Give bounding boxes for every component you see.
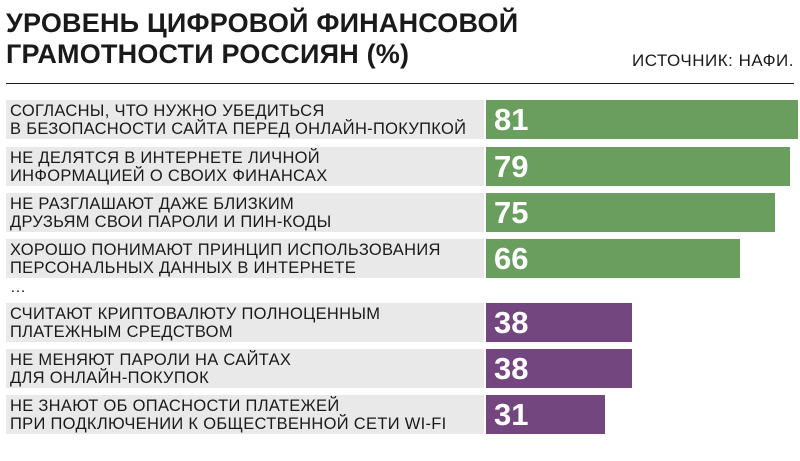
bar-row: ХОРОШО ПОНИМАЮТ ПРИНЦИП ИСПОЛЬЗОВАНИЯ ПЕР… (6, 239, 800, 278)
bar-row: НЕ ДЕЛЯТСЯ В ИНТЕРНЕТЕ ЛИЧНОЙ ИНФОРМАЦИЕЙ… (6, 147, 800, 186)
bar-row: СЧИТАЮТ КРИПТОВАЛЮТУ ПОЛНОЦЕННЫМ ПЛАТЕЖНЫ… (6, 303, 800, 342)
bar-category-label-line: НЕ РАЗГЛАШАЮТ ДАЖЕ БЛИЗКИМ (10, 195, 295, 213)
bar-value-label: 81 (494, 101, 529, 137)
omitted-rows-ellipsis: … (10, 279, 26, 296)
bar-category-label: НЕ ЗНАЮТ ОБ ОПАСНОСТИ ПЛАТЕЖЕЙ ПРИ ПОДКЛЮ… (6, 395, 484, 434)
bar-category-label-line: В БЕЗОПАСНОСТИ САЙТА ПЕРЕД ОНЛАЙН-ПОКУПК… (10, 120, 467, 138)
bar: 75 (486, 193, 775, 232)
bar-category-label-line: ПРИ ПОДКЛЮЧЕНИИ К ОБЩЕСТВЕННОЙ СЕТИ WI-F… (10, 415, 447, 433)
bar: 38 (486, 303, 632, 342)
bar-category-label-line: ДЛЯ ОНЛАЙН-ПОКУПОК (10, 369, 210, 387)
bar-value-label: 75 (494, 194, 529, 230)
bar-category-label: НЕ МЕНЯЮТ ПАРОЛИ НА САЙТАХ ДЛЯ ОНЛАЙН-ПОК… (6, 349, 484, 388)
header-divider (6, 83, 794, 84)
bar-category-label-line: СОГЛАСНЫ, ЧТО НУЖНО УБЕДИТЬСЯ (10, 102, 325, 120)
bar-value-label: 38 (494, 350, 529, 386)
bar: 38 (486, 349, 632, 388)
bar-row: НЕ МЕНЯЮТ ПАРОЛИ НА САЙТАХ ДЛЯ ОНЛАЙН-ПОК… (6, 349, 800, 388)
bar: 31 (486, 395, 605, 434)
bar: 66 (486, 239, 740, 278)
chart-title: УРОВЕНЬ ЦИФРОВОЙ ФИНАНСОВОЙ ГРАМОТНОСТИ … (6, 8, 566, 70)
bar-category-label-line: НЕ ЗНАЮТ ОБ ОПАСНОСТИ ПЛАТЕЖЕЙ (10, 397, 340, 415)
bar-category-label-line: СЧИТАЮТ КРИПТОВАЛЮТУ ПОЛНОЦЕННЫМ (10, 305, 381, 323)
bar-row: НЕ ЗНАЮТ ОБ ОПАСНОСТИ ПЛАТЕЖЕЙ ПРИ ПОДКЛЮ… (6, 395, 800, 434)
bar-category-label: СЧИТАЮТ КРИПТОВАЛЮТУ ПОЛНОЦЕННЫМ ПЛАТЕЖНЫ… (6, 303, 484, 342)
bar-category-label: НЕ РАЗГЛАШАЮТ ДАЖЕ БЛИЗКИМ ДРУЗЬЯМ СВОИ П… (6, 193, 484, 232)
bar-value-label: 66 (494, 240, 529, 276)
bar: 81 (486, 100, 798, 139)
bar-category-label-line: ДРУЗЬЯМ СВОИ ПАРОЛИ И ПИН-КОДЫ (10, 213, 332, 231)
bar-category-label-line: ПЛАТЕЖНЫМ СРЕДСТВОМ (10, 323, 233, 341)
chart-title-line-2: ГРАМОТНОСТИ РОССИЯН (%) (6, 39, 410, 69)
bar-category-label-line: ИНФОРМАЦИЕЙ О СВОИХ ФИНАНСАХ (10, 167, 328, 185)
bar-category-label-line: ХОРОШО ПОНИМАЮТ ПРИНЦИП ИСПОЛЬЗОВАНИЯ (10, 241, 441, 259)
source-note: ИСТОЧНИК: НАФИ. (632, 51, 794, 70)
bar-category-label: НЕ ДЕЛЯТСЯ В ИНТЕРНЕТЕ ЛИЧНОЙ ИНФОРМАЦИЕЙ… (6, 147, 484, 186)
bar-category-label: СОГЛАСНЫ, ЧТО НУЖНО УБЕДИТЬСЯ В БЕЗОПАСНО… (6, 100, 484, 139)
bar: 79 (486, 147, 790, 186)
bar-value-label: 31 (494, 396, 529, 432)
bar-category-label-line: НЕ ДЕЛЯТСЯ В ИНТЕРНЕТЕ ЛИЧНОЙ (10, 149, 320, 167)
bar-value-label: 38 (494, 304, 529, 340)
bar-category-label-line: НЕ МЕНЯЮТ ПАРОЛИ НА САЙТАХ (10, 351, 292, 369)
bar-value-label: 79 (494, 148, 529, 184)
chart-title-line-1: УРОВЕНЬ ЦИФРОВОЙ ФИНАНСОВОЙ (6, 8, 519, 38)
bar-category-label: ХОРОШО ПОНИМАЮТ ПРИНЦИП ИСПОЛЬЗОВАНИЯ ПЕР… (6, 239, 484, 278)
bar-row: СОГЛАСНЫ, ЧТО НУЖНО УБЕДИТЬСЯ В БЕЗОПАСНО… (6, 100, 800, 139)
bar-row: НЕ РАЗГЛАШАЮТ ДАЖЕ БЛИЗКИМ ДРУЗЬЯМ СВОИ П… (6, 193, 800, 232)
bar-category-label-line: ПЕРСОНАЛЬНЫХ ДАННЫХ В ИНТЕРНЕТЕ (10, 259, 357, 277)
